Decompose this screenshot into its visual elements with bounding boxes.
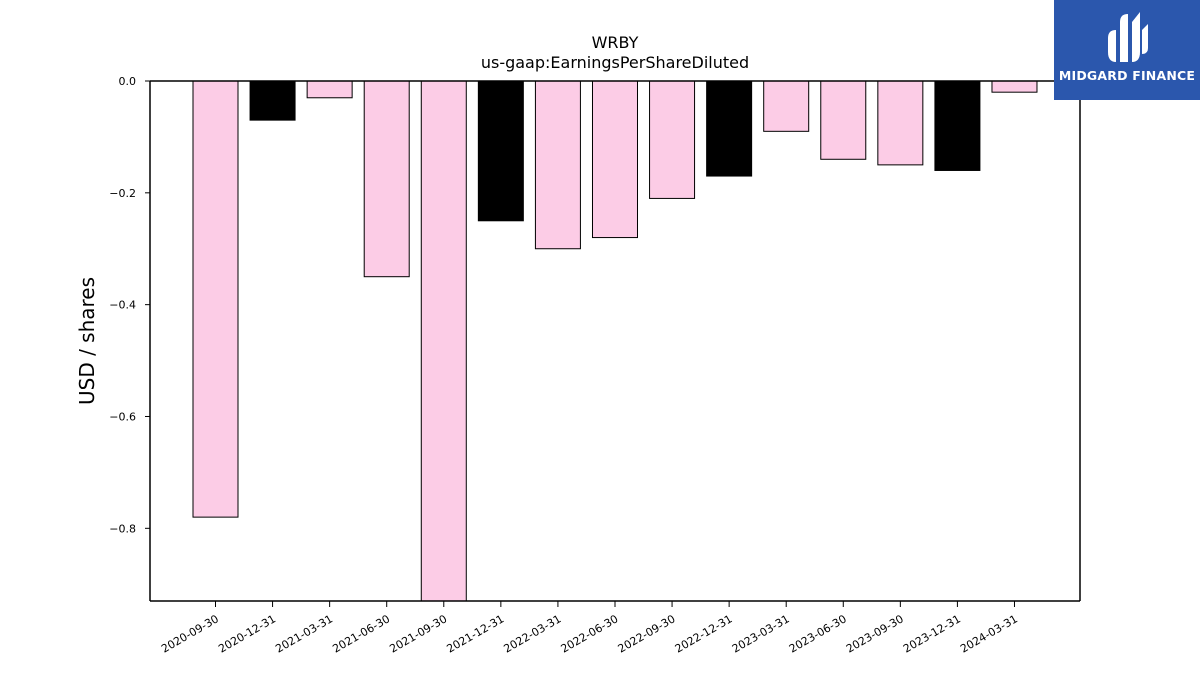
- brand-name: MIDGARD FINANCE: [1058, 68, 1196, 83]
- bar-2023-03-31: [763, 81, 810, 132]
- x-tick-label: 2023-06-30: [787, 612, 849, 655]
- bars-layer: [192, 81, 1038, 601]
- y-ticks: 0.0 −0.2 −0.4 −0.6 −0.8: [109, 75, 150, 535]
- axes-frame: [149, 80, 1081, 602]
- x-tick-label: 2024-03-31: [958, 612, 1020, 655]
- bar-2020-12-31: [249, 81, 296, 121]
- y-tick-label: −0.6: [109, 410, 136, 423]
- x-ticks: 2020-09-302020-12-312021-03-312021-06-30…: [159, 601, 1020, 656]
- bar-2021-06-30: [363, 81, 410, 278]
- bar-2023-06-30: [820, 81, 867, 160]
- bar-2022-12-31: [706, 81, 753, 177]
- y-tick-label: −0.2: [109, 187, 136, 200]
- x-tick-label: 2022-06-30: [559, 612, 621, 655]
- x-tick-label: 2023-09-30: [844, 612, 906, 655]
- x-tick-label: 2022-09-30: [616, 612, 678, 655]
- bar-2021-03-31: [306, 81, 353, 99]
- y-tick-label: 0.0: [119, 75, 137, 88]
- bar-2020-09-30: [192, 81, 239, 518]
- bar-2021-12-31: [477, 81, 524, 222]
- chart-title: WRBY: [592, 33, 639, 52]
- bar-2022-06-30: [591, 81, 638, 239]
- midgard-logo-icon: [1108, 12, 1148, 62]
- x-tick-label: 2022-03-31: [502, 612, 564, 655]
- chart-subtitle: us-gaap:EarningsPerShareDiluted: [481, 53, 749, 72]
- x-tick-label: 2021-03-31: [273, 612, 335, 655]
- x-tick-label: 2023-12-31: [901, 612, 963, 655]
- bar-2022-09-30: [649, 81, 696, 199]
- y-tick-label: −0.4: [109, 299, 136, 312]
- bar-2022-03-31: [534, 81, 581, 250]
- bar-2021-09-30: [420, 81, 467, 601]
- x-tick-label: 2021-06-30: [330, 612, 392, 655]
- bar-2024-03-31: [991, 81, 1038, 93]
- y-tick-label: −0.8: [109, 522, 136, 535]
- bar-2023-09-30: [877, 81, 924, 166]
- x-tick-label: 2023-03-31: [730, 612, 792, 655]
- x-tick-label: 2021-12-31: [444, 612, 506, 655]
- x-tick-label: 2020-12-31: [216, 612, 278, 655]
- y-axis-label: USD / shares: [75, 277, 99, 405]
- x-tick-label: 2020-09-30: [159, 612, 221, 655]
- x-tick-label: 2021-09-30: [387, 612, 449, 655]
- bar-2023-12-31: [934, 81, 981, 171]
- x-tick-label: 2022-12-31: [673, 612, 735, 655]
- brand-logo: MIDGARD FINANCE: [1054, 0, 1200, 100]
